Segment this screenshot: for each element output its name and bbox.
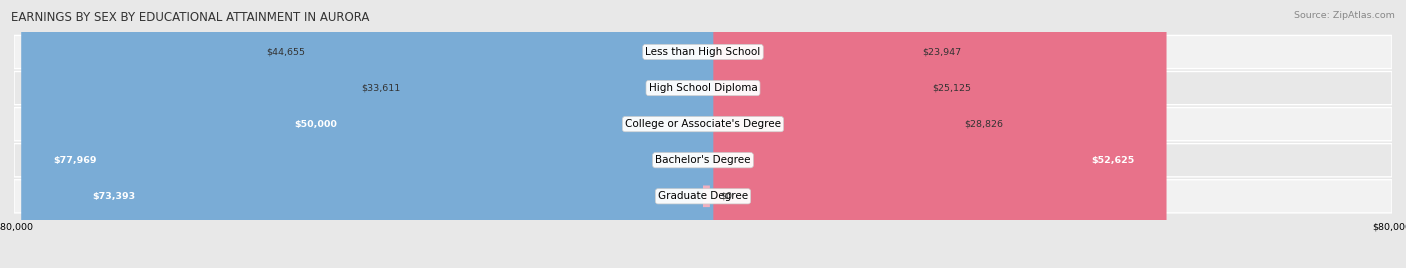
Text: College or Associate's Degree: College or Associate's Degree [626,119,780,129]
FancyBboxPatch shape [703,185,710,207]
FancyBboxPatch shape [262,0,713,268]
Text: $77,969: $77,969 [53,156,97,165]
FancyBboxPatch shape [14,107,1392,141]
Text: $44,655: $44,655 [267,47,305,57]
Legend: Male, Female: Male, Female [647,267,759,268]
Text: EARNINGS BY SEX BY EDUCATIONAL ATTAINMENT IN AURORA: EARNINGS BY SEX BY EDUCATIONAL ATTAINMEN… [11,11,370,24]
Text: High School Diploma: High School Diploma [648,83,758,93]
Text: Less than High School: Less than High School [645,47,761,57]
FancyBboxPatch shape [60,0,713,268]
FancyBboxPatch shape [693,0,962,268]
Text: $0: $0 [720,192,733,201]
FancyBboxPatch shape [14,35,1392,69]
FancyBboxPatch shape [21,0,713,268]
FancyBboxPatch shape [693,0,920,268]
Text: Source: ZipAtlas.com: Source: ZipAtlas.com [1294,11,1395,20]
Text: $25,125: $25,125 [932,84,972,92]
Text: Graduate Degree: Graduate Degree [658,191,748,201]
FancyBboxPatch shape [14,144,1392,177]
FancyBboxPatch shape [308,0,713,268]
Text: $33,611: $33,611 [361,84,401,92]
Text: $52,625: $52,625 [1091,156,1135,165]
Text: $73,393: $73,393 [93,192,135,201]
Text: Bachelor's Degree: Bachelor's Degree [655,155,751,165]
FancyBboxPatch shape [693,0,1167,268]
FancyBboxPatch shape [693,0,929,268]
FancyBboxPatch shape [14,180,1392,213]
FancyBboxPatch shape [404,0,713,268]
FancyBboxPatch shape [14,72,1392,105]
Text: $23,947: $23,947 [922,47,962,57]
Text: $50,000: $50,000 [294,120,337,129]
Text: $28,826: $28,826 [965,120,1002,129]
